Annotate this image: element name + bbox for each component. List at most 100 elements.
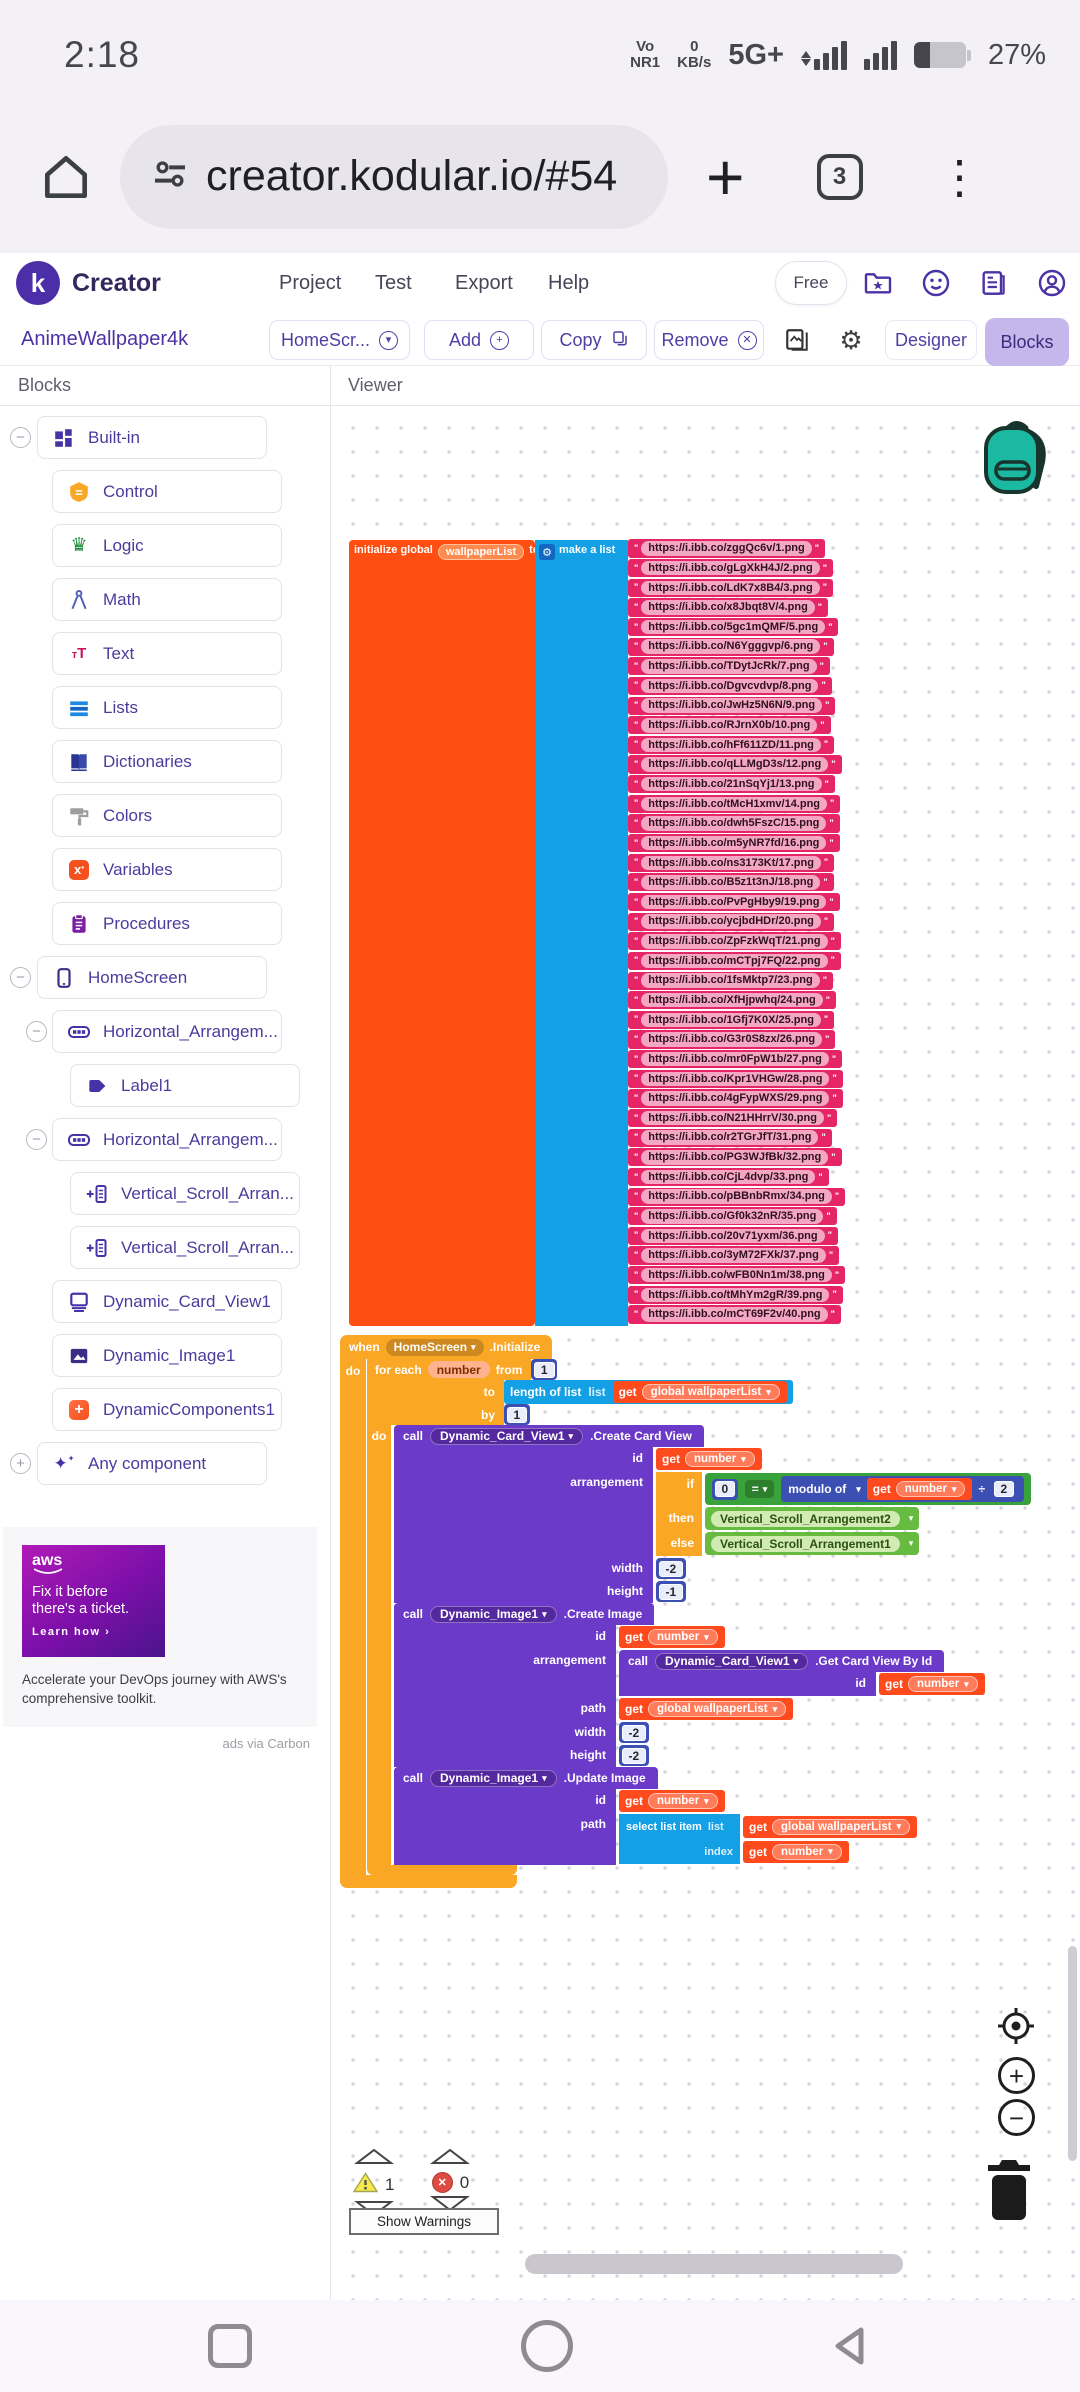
blocks-viewer-canvas[interactable]: initialize global wallpaperList to ⚙ mak… [331, 406, 1080, 2300]
url-text-block[interactable]: " https://i.ibb.co/qLLMgD3s/12.png " [628, 755, 842, 774]
url-text-block[interactable]: " https://i.ibb.co/ns3173Kt/17.png " [628, 853, 835, 872]
url-text-block[interactable]: " https://i.ibb.co/RJrnX0b/10.png " [628, 716, 831, 735]
sidebar-item-vertical-scroll-2[interactable]: Vertical_Scroll_Arran... [0, 1226, 330, 1269]
account-icon[interactable] [1036, 267, 1068, 299]
url-text-block[interactable]: " https://i.ibb.co/ZpFzkWqT/21.png " [628, 932, 841, 951]
url-text-block[interactable]: " https://i.ibb.co/r2TGrJfT/31.png " [628, 1128, 832, 1147]
sidebar-item-dynamic-card-view1[interactable]: Dynamic_Card_View1 [0, 1280, 330, 1323]
vertical-scroll-arrangement2-block[interactable]: Vertical_Scroll_Arrangement2 ▾ [705, 1507, 920, 1530]
sidebar-item-text[interactable]: тT Text [0, 632, 330, 675]
carbon-ad[interactable]: aws Fix it before there's a ticket. Lear… [3, 1527, 317, 1727]
get-global-wallpaperlist-block[interactable]: get global wallpaperList ▾ [619, 1698, 794, 1720]
url-text-block[interactable]: " https://i.ibb.co/hFf611ZD/11.png " [628, 735, 835, 754]
url-text-block[interactable]: " https://i.ibb.co/N6Ygggvp/6.png " [628, 637, 834, 656]
get-number-block[interactable]: get number ▾ [656, 1448, 762, 1470]
if-then-else-block[interactable]: if 0 = ▾ m [656, 1472, 1031, 1556]
screen-dropdown[interactable]: HomeScreen ▾ [385, 1338, 484, 1356]
errors-up-icon[interactable] [430, 2148, 471, 2170]
sidebar-item-horizontal-arrangement-1[interactable]: − Horizontal_Arrangem... [0, 1010, 330, 1053]
url-text-block[interactable]: " https://i.ibb.co/ycjbdHDr/20.png " [628, 912, 835, 931]
sidebar-item-colors[interactable]: Colors [0, 794, 330, 837]
sidebar-item-procedures[interactable]: Procedures [0, 902, 330, 945]
url-text-block[interactable]: " https://i.ibb.co/1fsMktp7/23.png " [628, 971, 833, 990]
modulo-of-block[interactable]: modulo of ▾ get number ▾ ÷ 2 [781, 1476, 1024, 1502]
new-tab-icon[interactable]: + [706, 139, 745, 214]
menu-project[interactable]: Project [279, 272, 342, 294]
url-text-block[interactable]: " https://i.ibb.co/dwh5FszC/15.png " [628, 814, 840, 833]
zoom-in-button[interactable]: + [998, 2057, 1035, 2094]
url-text-block[interactable]: " https://i.ibb.co/m5yNR7fd/16.png " [628, 834, 840, 853]
trash-icon[interactable] [982, 2158, 1036, 2227]
get-number-block[interactable]: get number ▾ [619, 1626, 725, 1648]
kodular-logo[interactable]: k [16, 261, 60, 305]
url-text-block[interactable]: " https://i.ibb.co/Gf0k32nR/35.png " [628, 1207, 837, 1226]
sidebar-item-dynamic-components1[interactable]: + DynamicComponents1 [0, 1388, 330, 1431]
get-number-block[interactable]: get number ▾ [866, 1478, 973, 1500]
foreach-number-block[interactable]: for each number from 1 to length of list [367, 1359, 1031, 1875]
mutator-gear-icon[interactable]: ⚙ [539, 544, 555, 560]
project-name[interactable]: AnimeWallpaper4k [21, 328, 189, 350]
update-image-block[interactable]: call Dynamic_Image1 ▾ .Update Image id ge… [394, 1767, 918, 1865]
back-button[interactable] [830, 2324, 874, 2373]
component-dropdown[interactable]: Dynamic_Image1 ▾ [430, 1605, 557, 1623]
url-text[interactable]: creator.kodular.io/#54 [206, 152, 618, 200]
url-text-block[interactable]: " https://i.ibb.co/1Gfj7K0X/25.png " [628, 1010, 835, 1029]
url-text-block[interactable]: " https://i.ibb.co/5gc1mQMF/5.png " [628, 617, 839, 637]
url-text-block[interactable]: " https://i.ibb.co/20v71yxm/36.png " [628, 1226, 838, 1246]
sidebar-item-vertical-scroll-1[interactable]: Vertical_Scroll_Arran... [0, 1172, 330, 1215]
url-text-block[interactable]: " https://i.ibb.co/G3r0S8zx/26.png " [628, 1030, 836, 1049]
url-text-block[interactable]: " https://i.ibb.co/Dgvcvdvp/8.png " [628, 676, 832, 696]
url-text-block[interactable]: " https://i.ibb.co/N21HHrrV/30.png " [628, 1108, 838, 1128]
get-global-wallpaperlist-block[interactable]: get global wallpaperList ▾ [743, 1815, 918, 1838]
ad-description[interactable]: Accelerate your DevOps journey with AWS'… [22, 1672, 287, 1706]
projects-folder-icon[interactable] [862, 267, 894, 299]
menu-test[interactable]: Test [375, 272, 412, 294]
url-text-block[interactable]: " https://i.ibb.co/TDytJcRk/7.png " [628, 657, 830, 676]
expand-icon[interactable]: + [10, 1453, 31, 1474]
recents-button[interactable] [208, 2324, 252, 2368]
site-settings-icon[interactable] [150, 154, 190, 199]
create-card-view-block[interactable]: call Dynamic_Card_View1 ▾ .Create Card Vi… [394, 1425, 1031, 1603]
url-text-block[interactable]: " https://i.ibb.co/PG3WJfBk/32.png " [628, 1148, 842, 1167]
menu-help[interactable]: Help [548, 272, 590, 294]
copy-screen-button[interactable]: Copy [541, 320, 647, 360]
url-text-block[interactable]: " https://i.ibb.co/CjL4dvp/33.png " [628, 1167, 829, 1187]
url-text-block[interactable]: " https://i.ibb.co/tMcH1xmv/14.png " [628, 794, 841, 813]
sidebar-item-logic[interactable]: ♛ Logic [0, 524, 330, 567]
ad-attribution[interactable]: ads via Carbon [222, 1736, 310, 1751]
url-text-block[interactable]: " https://i.ibb.co/gLgXkH4J/2.png " [628, 559, 833, 578]
number-block[interactable]: 2 [991, 1478, 1017, 1500]
url-text-block[interactable]: " https://i.ibb.co/B5z1t3nJ/18.png " [628, 873, 834, 892]
center-blocks-icon[interactable] [994, 2004, 1038, 2048]
number-block[interactable]: 1 [531, 1359, 558, 1380]
make-a-list-block[interactable]: ⚙ make a list [535, 540, 628, 1326]
errors-down-icon[interactable] [430, 2195, 471, 2217]
news-icon[interactable] [977, 267, 1009, 299]
length-of-list-block[interactable]: length of list list get global wallpaper… [504, 1380, 793, 1404]
backpack-icon[interactable] [976, 418, 1056, 507]
select-list-item-block[interactable]: select list item list get global wallpaper… [619, 1814, 918, 1864]
screens-overview-icon[interactable] [782, 325, 812, 355]
get-number-block[interactable]: get number ▾ [879, 1673, 985, 1695]
sidebar-item-builtin[interactable]: − Built-in [0, 416, 330, 459]
sidebar-item-homescreen[interactable]: − HomeScreen [0, 956, 330, 999]
plan-badge[interactable]: Free [775, 261, 847, 305]
number-block[interactable]: -2 [619, 1745, 649, 1766]
number-block[interactable]: -1 [656, 1581, 686, 1602]
designer-tab[interactable]: Designer [885, 320, 977, 360]
show-warnings-button[interactable]: Show Warnings [349, 2208, 499, 2235]
url-text-block[interactable]: " https://i.ibb.co/mCT69F2v/40.png " [628, 1305, 841, 1324]
url-text-block[interactable]: " https://i.ibb.co/pBBnbRmx/34.png " [628, 1187, 846, 1206]
url-text-block[interactable]: " https://i.ibb.co/PvPgHby9/19.png " [628, 892, 840, 912]
sidebar-item-variables[interactable]: x * Variables [0, 848, 330, 891]
ad-cta-link[interactable]: Learn how › [32, 1626, 111, 1638]
collapse-icon[interactable]: − [10, 427, 31, 448]
remove-screen-button[interactable]: Remove ✕ [654, 320, 764, 360]
sidebar-item-dynamic-image1[interactable]: Dynamic_Image1 [0, 1334, 330, 1377]
url-text-block[interactable]: " https://i.ibb.co/wFB0Nn1m/38.png " [628, 1266, 846, 1285]
sidebar-item-any-component[interactable]: + ✦✦ Any component [0, 1442, 330, 1485]
feedback-icon[interactable] [920, 267, 952, 299]
sidebar-item-lists[interactable]: Lists [0, 686, 330, 729]
url-text-block[interactable]: " https://i.ibb.co/x8Jbqt8V/4.png " [628, 598, 829, 617]
aws-ad-image[interactable]: aws Fix it before there's a ticket. Lear… [22, 1545, 165, 1657]
